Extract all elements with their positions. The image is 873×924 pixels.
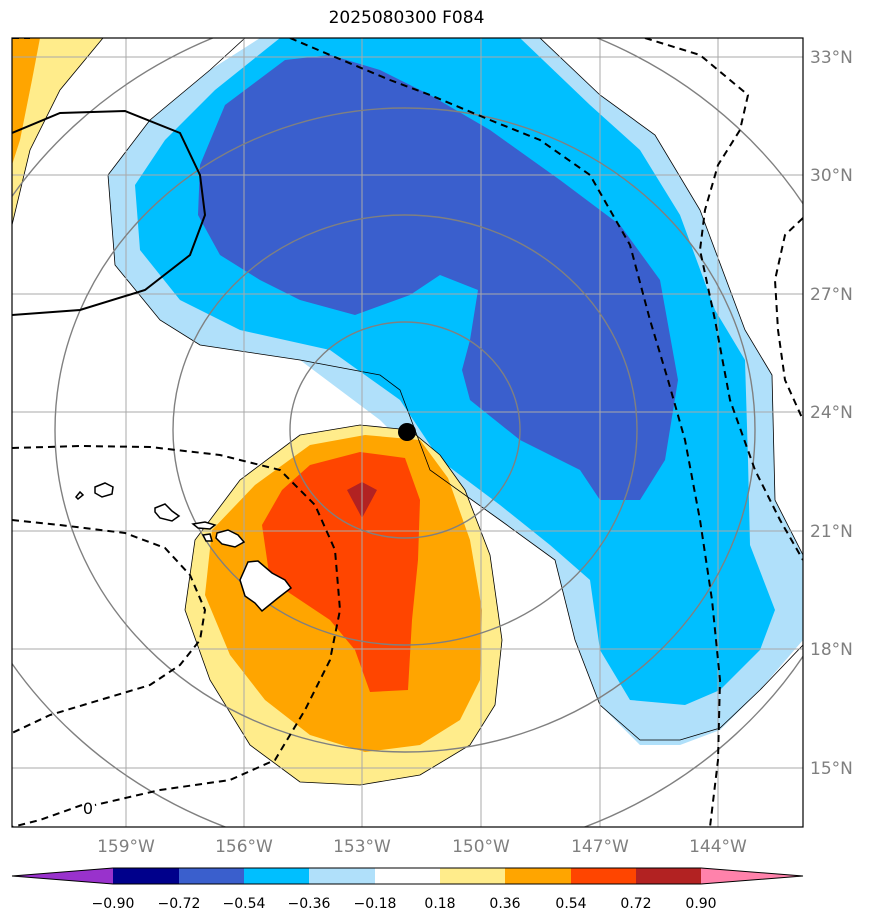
- colorbar-segment: [375, 868, 440, 884]
- colorbar-label: 0.72: [620, 896, 651, 912]
- fill-neg-054: [198, 55, 678, 500]
- colorbar-segment: [179, 868, 244, 884]
- lat-label: 18°N: [810, 640, 853, 660]
- lon-label: 147°W: [571, 837, 629, 857]
- colorbar-label: 0.36: [489, 896, 520, 912]
- storm-center-marker: [398, 423, 416, 441]
- colorbar-label: −0.90: [92, 896, 135, 912]
- colorbar-extend-high: [701, 868, 803, 884]
- lon-label: 153°W: [333, 837, 391, 857]
- colorbar-segment: [636, 868, 701, 884]
- colorbar-label: −0.72: [158, 896, 201, 912]
- colorbar-extend-low: [12, 868, 113, 884]
- colorbar-segment: [505, 868, 571, 884]
- lon-label: 150°W: [452, 837, 510, 857]
- lat-label: 30°N: [810, 166, 853, 186]
- lat-label: 15°N: [810, 759, 853, 779]
- map-area: 0: [12, 38, 803, 827]
- grid-lines: [12, 38, 803, 827]
- solid-contour: [12, 109, 207, 316]
- colorbar-label: −0.36: [288, 896, 331, 912]
- colorbar-segment: [571, 868, 636, 884]
- hawaii-islands: [74, 482, 293, 613]
- lat-label: 33°N: [810, 48, 853, 68]
- colorbar-label: 0.18: [424, 896, 455, 912]
- lon-label: 156°W: [215, 837, 273, 857]
- range-rings: [12, 38, 803, 827]
- lat-label: 24°N: [810, 403, 853, 423]
- map-title: 2025080300 F084: [328, 8, 485, 28]
- colorbar: −0.90 −0.72 −0.54 −0.36 −0.18 0.18 0.36 …: [11, 867, 804, 912]
- colorbar-segment: [309, 868, 375, 884]
- colorbar-segment: [113, 868, 179, 884]
- colorbar-label: −0.18: [354, 896, 397, 912]
- colorbar-segment: [244, 868, 309, 884]
- fill-pos-054: [262, 452, 420, 692]
- lat-label: 27°N: [810, 285, 853, 305]
- fill-pos-036-north: [12, 38, 40, 165]
- colorbar-label: 0.54: [555, 896, 586, 912]
- lat-label: 21°N: [810, 522, 853, 542]
- lon-label: 144°W: [689, 837, 747, 857]
- colorbar-label: 0.90: [685, 896, 716, 912]
- contour-label: 0: [83, 799, 93, 818]
- fill-pos-018-north: [12, 38, 103, 225]
- dashed-contours: [12, 38, 803, 827]
- colorbar-label: −0.54: [223, 896, 266, 912]
- map-frame: [11, 37, 804, 828]
- colorbar-segment: [440, 868, 505, 884]
- lon-label: 159°W: [97, 837, 155, 857]
